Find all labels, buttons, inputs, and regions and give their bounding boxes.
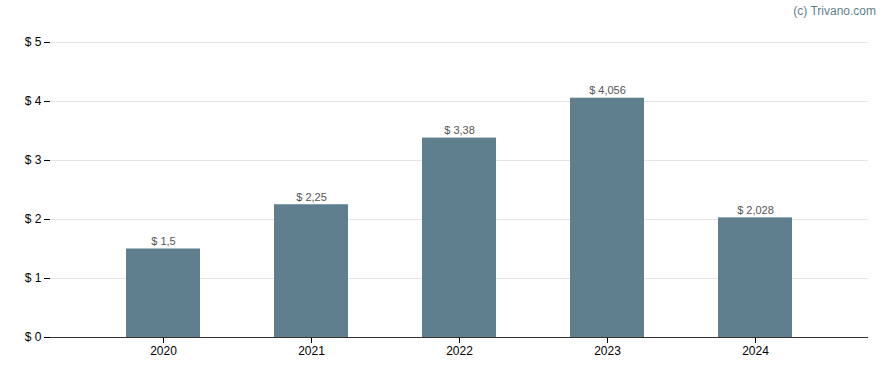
svg-text:$ 1: $ 1: [25, 271, 42, 285]
svg-text:$ 1,5: $ 1,5: [151, 235, 175, 247]
svg-text:2022: 2022: [446, 344, 473, 358]
svg-text:2024: 2024: [742, 344, 769, 358]
svg-text:$ 3,38: $ 3,38: [444, 124, 475, 136]
svg-text:$ 4: $ 4: [25, 94, 42, 108]
svg-text:$ 4,056: $ 4,056: [589, 84, 626, 96]
svg-text:2021: 2021: [298, 344, 325, 358]
svg-text:$ 2,028: $ 2,028: [737, 204, 774, 216]
svg-text:2023: 2023: [594, 344, 621, 358]
svg-text:2020: 2020: [150, 344, 177, 358]
html-text:(c) Trivano.com: (c) Trivano.com: [793, 4, 876, 18]
svg-text:$ 3: $ 3: [25, 153, 42, 167]
svg-text:$ 2,25: $ 2,25: [296, 191, 327, 203]
svg-text:$ 0: $ 0: [25, 330, 42, 344]
svg-text:$ 2: $ 2: [25, 212, 42, 226]
svg-text:$ 5: $ 5: [25, 35, 42, 49]
